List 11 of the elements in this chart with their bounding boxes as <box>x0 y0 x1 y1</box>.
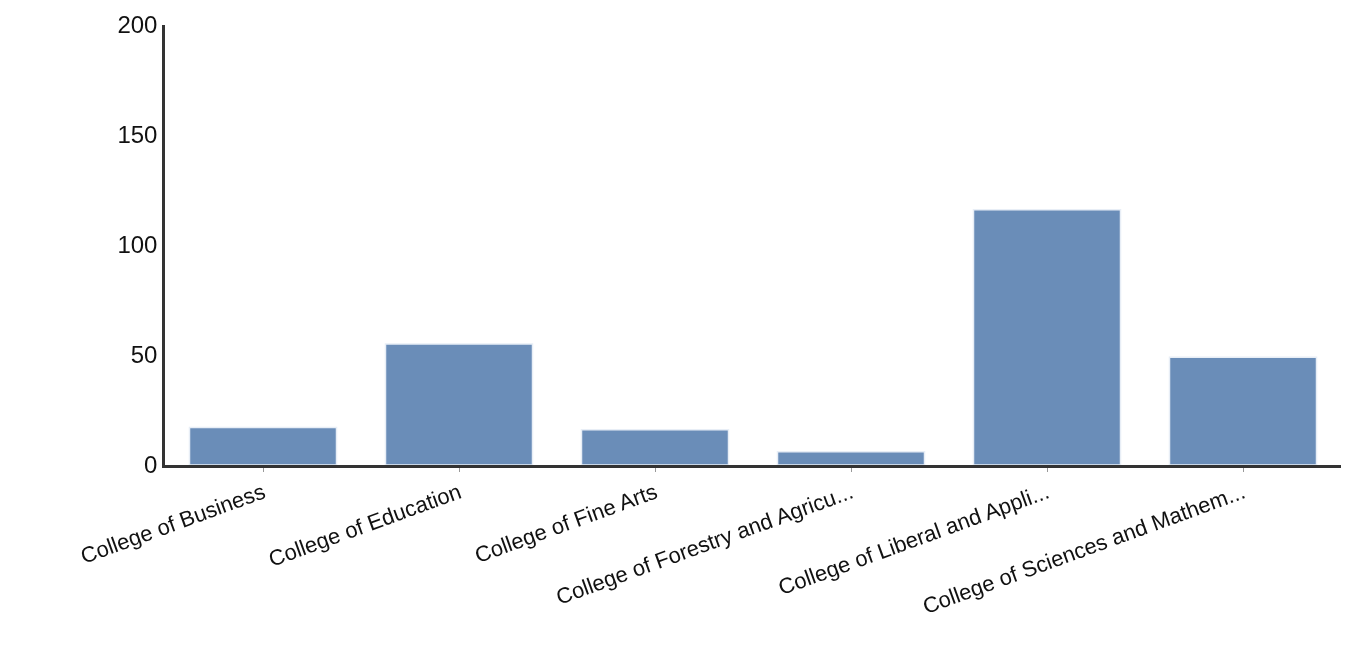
y-tick-label: 150 <box>117 121 158 149</box>
y-tick-label: 200 <box>117 11 158 39</box>
bar <box>188 426 338 465</box>
bar <box>580 429 730 465</box>
bar <box>384 343 534 465</box>
y-tick-label: 100 <box>117 231 158 259</box>
y-tick-label: 50 <box>130 341 158 369</box>
bar <box>776 451 926 465</box>
y-tick-label: 0 <box>144 451 158 479</box>
bar <box>1168 356 1318 465</box>
bar <box>972 209 1122 465</box>
